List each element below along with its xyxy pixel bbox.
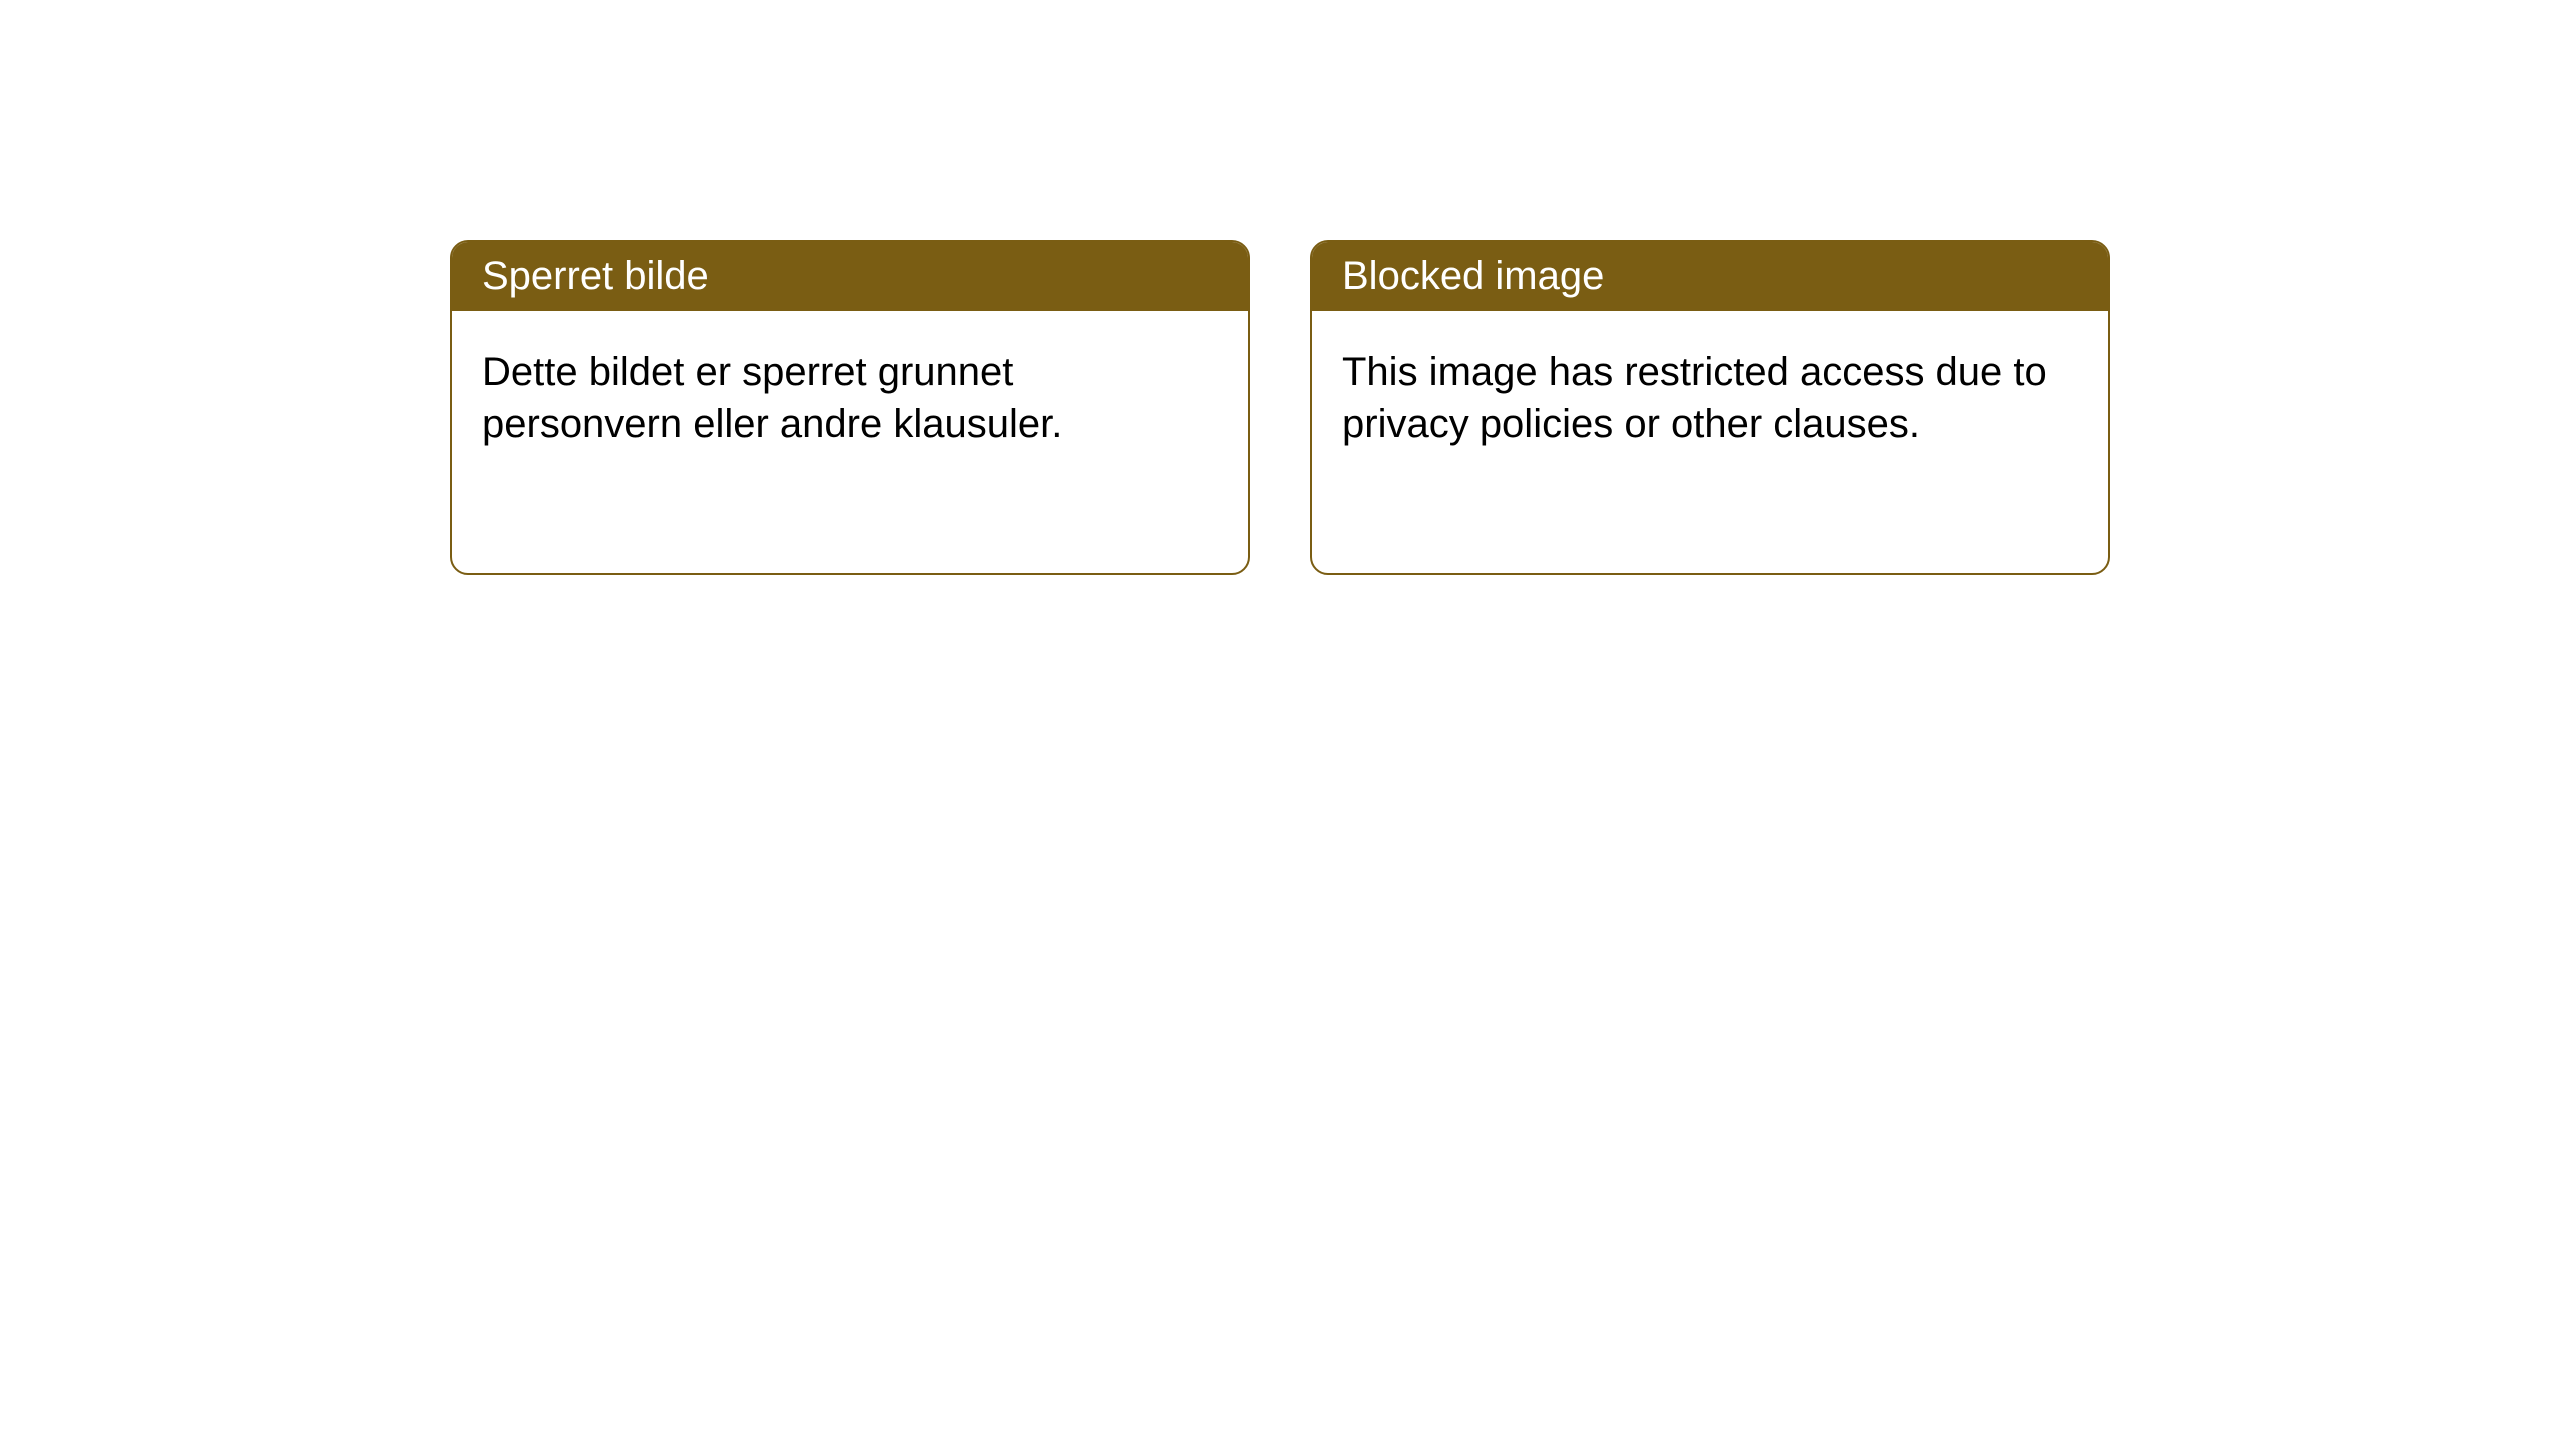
notice-text: This image has restricted access due to …	[1342, 350, 2047, 446]
notice-title: Blocked image	[1342, 254, 1604, 298]
notice-card-norwegian: Sperret bilde Dette bildet er sperret gr…	[450, 240, 1250, 575]
notice-body: This image has restricted access due to …	[1312, 311, 2108, 485]
notice-card-english: Blocked image This image has restricted …	[1310, 240, 2110, 575]
notice-container: Sperret bilde Dette bildet er sperret gr…	[450, 240, 2110, 575]
notice-body: Dette bildet er sperret grunnet personve…	[452, 311, 1248, 485]
notice-header: Sperret bilde	[452, 242, 1248, 311]
notice-text: Dette bildet er sperret grunnet personve…	[482, 350, 1062, 446]
notice-header: Blocked image	[1312, 242, 2108, 311]
notice-title: Sperret bilde	[482, 254, 709, 298]
